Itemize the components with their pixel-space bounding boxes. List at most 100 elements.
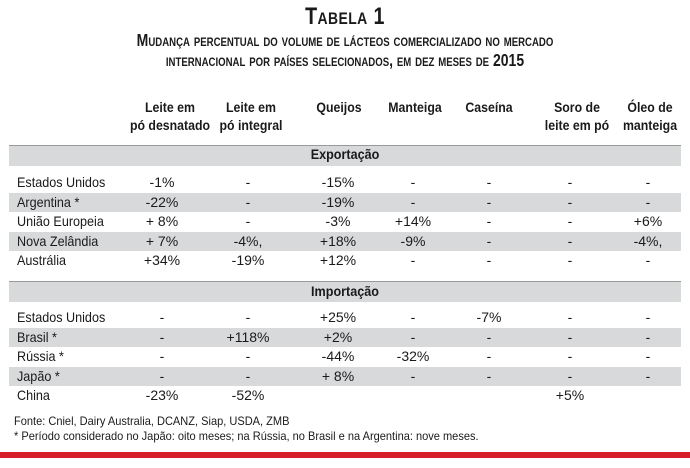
- value-cell: -3%: [325, 213, 351, 229]
- column-header-soro-leite-po: Soro de leite em pó: [544, 99, 610, 133]
- value-cell: +118%: [226, 328, 270, 345]
- value-cell: -: [486, 367, 492, 384]
- table-row: Nova Zelândia + 7% -4%, +18% -9% - - -4%,: [9, 231, 681, 251]
- column-header-manteiga: Manteiga: [388, 99, 442, 115]
- value-cell: -52%: [231, 387, 265, 403]
- value-cell: -: [645, 328, 651, 345]
- value-cell: -4%,: [233, 232, 263, 249]
- section-label-exportacao: Exportação: [310, 146, 380, 162]
- column-header-queijos: Queijos: [316, 99, 362, 115]
- table-title-block: Tabela 1 Mudança percentual do volume de…: [0, 4, 690, 71]
- value-cell: -: [645, 348, 651, 364]
- value-cell: -: [245, 213, 251, 229]
- value-cell: +5%: [555, 387, 585, 403]
- table-row: Estados Unidos -1% - -15% - - - -: [9, 173, 681, 192]
- section-band-exportacao: [9, 145, 681, 166]
- value-cell: -: [486, 328, 492, 345]
- country-label: Argentina *: [17, 193, 80, 210]
- section-label-importacao: Importação: [311, 283, 379, 299]
- value-cell: -: [567, 193, 573, 210]
- country-label: União Europeia: [17, 213, 104, 229]
- bottom-accent-bar: [0, 452, 690, 458]
- value-cell: +18%: [319, 232, 357, 249]
- value-cell: -: [567, 252, 573, 268]
- value-cell: + 7%: [145, 232, 179, 249]
- value-cell: -: [159, 348, 165, 364]
- value-cell: -1%: [149, 174, 175, 190]
- value-cell: + 8%: [145, 213, 179, 229]
- value-cell: -: [645, 174, 651, 190]
- value-cell: -23%: [145, 387, 179, 403]
- value-cell: -: [410, 252, 416, 268]
- column-header-oleo-manteiga: Óleo de manteiga: [622, 99, 678, 133]
- value-cell: -: [410, 309, 416, 325]
- country-label: Estados Unidos: [17, 174, 106, 190]
- source-note: Fonte: Cniel, Dairy Australia, DCANZ, Si…: [14, 414, 290, 428]
- column-header-caseina: Caseína: [465, 99, 513, 115]
- value-cell: -4%,: [633, 232, 663, 249]
- value-cell: -: [486, 252, 492, 268]
- value-cell: +2%: [323, 328, 353, 345]
- value-cell: -: [410, 193, 416, 210]
- value-cell: -: [245, 193, 251, 210]
- value-cell: -: [645, 309, 651, 325]
- table-subtitle-line1: Mudança percentual do volume de lácteos …: [136, 30, 554, 50]
- value-cell: -7%: [476, 309, 502, 325]
- subtitle-text: internacional por países selecionados, e…: [165, 50, 490, 70]
- value-cell: -: [645, 252, 651, 268]
- value-cell: +12%: [319, 252, 357, 268]
- value-cell: -: [645, 367, 651, 384]
- value-cell: -: [567, 174, 573, 190]
- country-label: Nova Zelândia: [17, 232, 99, 249]
- value-cell: -: [245, 174, 251, 190]
- value-cell: -44%: [321, 348, 355, 364]
- section-band-importacao: [9, 281, 681, 302]
- value-cell: -32%: [396, 348, 430, 364]
- country-label: Estados Unidos: [17, 309, 106, 325]
- country-label: Brasil *: [17, 328, 57, 345]
- table-row: Brasil * - +118% +2% - - - -: [9, 327, 681, 347]
- value-cell: -: [245, 348, 251, 364]
- table-row: China -23% -52% +5%: [9, 386, 681, 405]
- table-subtitle-line2: internacional por países selecionados, e…: [69, 50, 621, 70]
- value-cell: -22%: [145, 193, 179, 210]
- value-cell: -: [486, 213, 492, 229]
- value-cell: -: [159, 367, 165, 384]
- column-header-leite-po-integral: Leite em pó integral: [219, 99, 283, 133]
- value-cell: + 8%: [321, 367, 355, 384]
- value-cell: -19%: [231, 252, 265, 268]
- value-cell: -: [410, 174, 416, 190]
- value-cell: -: [567, 309, 573, 325]
- value-cell: -: [567, 367, 573, 384]
- value-cell: -: [486, 348, 492, 364]
- table-row: Japão * - - + 8% - - - -: [9, 366, 681, 386]
- column-header-leite-po-desnatado: Leite em pó desnatado: [129, 99, 211, 133]
- country-label: China: [17, 387, 50, 403]
- value-cell: -: [645, 193, 651, 210]
- country-label: Austrália: [17, 252, 67, 268]
- value-cell: -: [567, 328, 573, 345]
- country-label: Japão *: [17, 367, 60, 384]
- value-cell: +25%: [319, 309, 357, 325]
- value-cell: -: [245, 367, 251, 384]
- table-row: Austrália +34% -19% +12% - - - -: [9, 251, 681, 270]
- value-cell: +34%: [143, 252, 181, 268]
- value-cell: -: [486, 174, 492, 190]
- value-cell: +6%: [633, 213, 663, 229]
- country-label: Rússia *: [17, 348, 64, 364]
- column-headers: Leite em pó desnatado Leite em pó integral…: [0, 98, 690, 138]
- value-cell: -: [486, 193, 492, 210]
- subtitle-year: 2015: [492, 50, 525, 70]
- value-cell: -: [567, 348, 573, 364]
- value-cell: -19%: [321, 193, 355, 210]
- table-row: Argentina * -22% - -19% - - - -: [9, 192, 681, 212]
- footnote: * Período considerado no Japão: oito mes…: [14, 429, 479, 443]
- value-cell: -: [245, 309, 251, 325]
- value-cell: -: [159, 328, 165, 345]
- value-cell: -: [159, 309, 165, 325]
- value-cell: +14%: [394, 213, 432, 229]
- value-cell: -: [567, 213, 573, 229]
- table-row: Estados Unidos - - +25% - -7% - -: [9, 308, 681, 327]
- value-cell: -: [410, 328, 416, 345]
- table-row: União Europeia + 8% - -3% +14% - - +6%: [9, 212, 681, 231]
